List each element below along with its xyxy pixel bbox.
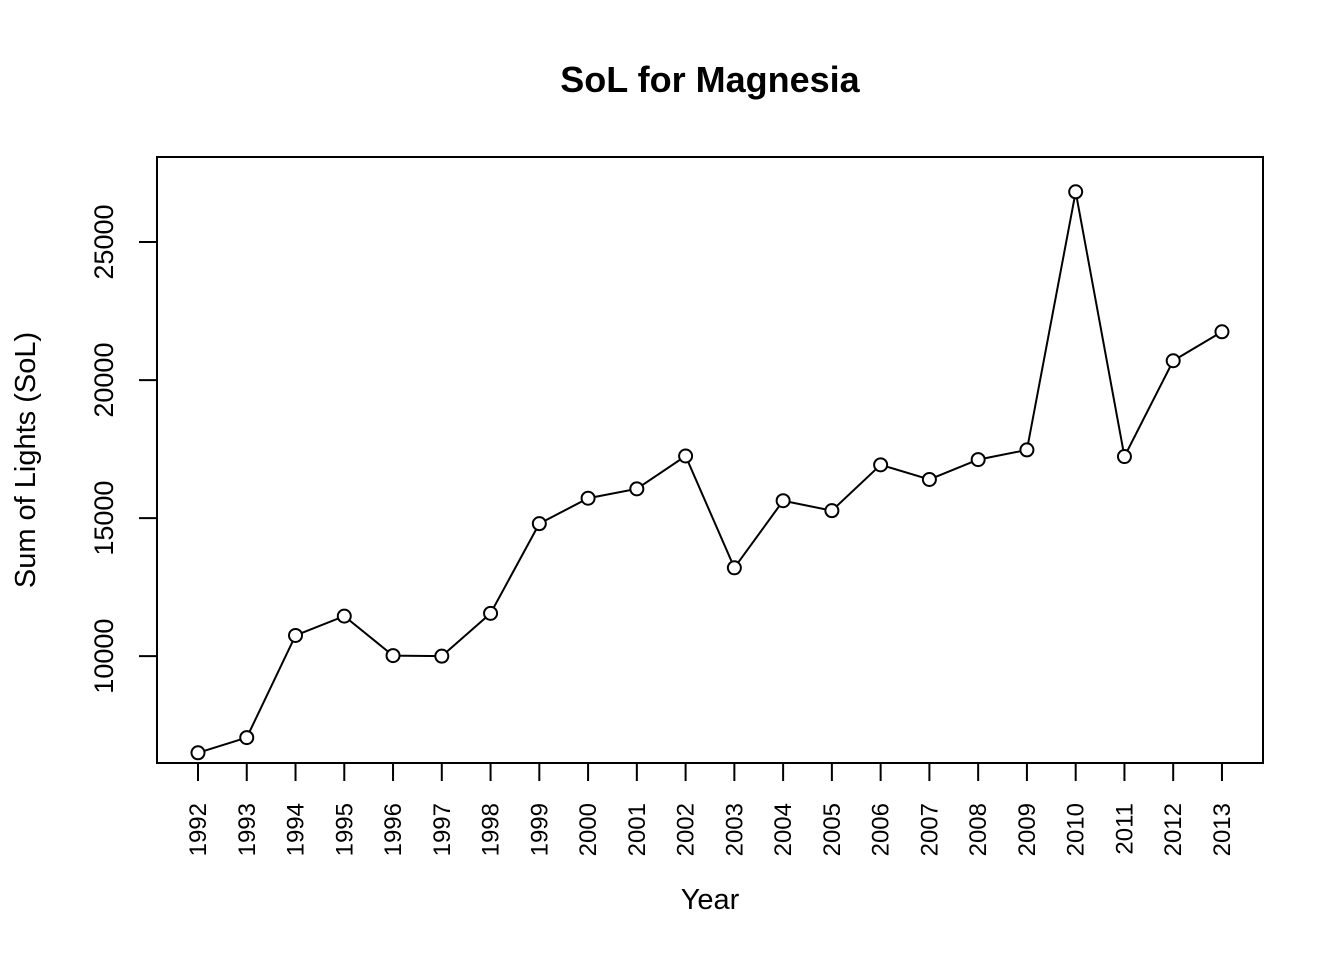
x-axis-label: Year <box>681 884 740 916</box>
x-tick-label: 2013 <box>1209 803 1236 856</box>
y-axis: 10000 15000 20000 25000 <box>89 204 158 694</box>
data-point <box>239 730 255 746</box>
data-point <box>1165 353 1181 369</box>
x-tick-label: 1999 <box>526 803 553 856</box>
data-point <box>1068 184 1084 200</box>
data-series <box>190 184 1230 761</box>
x-tick-label: 2000 <box>575 803 602 856</box>
x-tick-label: 2005 <box>819 803 846 856</box>
x-tick-label: 1993 <box>234 803 261 856</box>
data-point <box>1116 449 1132 465</box>
data-point <box>434 648 450 664</box>
data-point <box>190 745 206 761</box>
y-tick-label: 25000 <box>89 204 119 279</box>
x-tick-label: 1994 <box>283 803 310 856</box>
x-tick-label: 2010 <box>1063 803 1090 856</box>
data-point <box>921 471 937 487</box>
x-tick-label: 1995 <box>331 803 358 856</box>
data-point <box>824 503 840 519</box>
data-point <box>629 481 645 497</box>
data-point <box>531 516 547 532</box>
data-point <box>483 605 499 621</box>
x-tick-label: 2002 <box>673 803 700 856</box>
x-tick-label: 2008 <box>965 803 992 856</box>
x-tick-label: 1996 <box>380 803 407 856</box>
x-tick-label: 2006 <box>868 803 895 856</box>
x-axis: 1992 1993 1994 1995 1996 1997 1998 1999 2000 2001… <box>185 762 1236 856</box>
x-tick-label: 2009 <box>1014 803 1041 856</box>
data-point <box>775 493 791 509</box>
data-point <box>873 457 889 473</box>
x-tick-label: 2011 <box>1111 803 1138 855</box>
data-point <box>336 608 352 624</box>
data-point <box>970 452 986 468</box>
data-point <box>580 490 596 506</box>
x-tick-label: 2001 <box>624 803 651 856</box>
data-point <box>678 448 694 464</box>
y-axis-label: Sum of Lights (SoL) <box>10 332 42 588</box>
x-tick-label: 2004 <box>770 803 797 856</box>
data-point <box>726 560 742 576</box>
x-tick-label: 1998 <box>478 803 505 856</box>
data-point <box>1214 324 1230 340</box>
x-tick-label: 1992 <box>185 803 212 856</box>
x-tick-label: 1997 <box>429 803 456 856</box>
x-tick-label: 2007 <box>916 803 943 856</box>
x-tick-label: 2012 <box>1160 803 1187 856</box>
chart-title: SoL for Magnesia <box>560 59 860 100</box>
series-line <box>197 191 1223 754</box>
x-tick-label: 2003 <box>721 803 748 856</box>
y-tick-label: 10000 <box>89 619 119 694</box>
y-tick-label: 15000 <box>89 481 119 556</box>
data-point <box>385 648 401 664</box>
y-tick-label: 20000 <box>89 343 119 418</box>
data-point <box>288 627 304 643</box>
data-point <box>1019 442 1035 458</box>
plot-frame <box>156 156 1264 764</box>
